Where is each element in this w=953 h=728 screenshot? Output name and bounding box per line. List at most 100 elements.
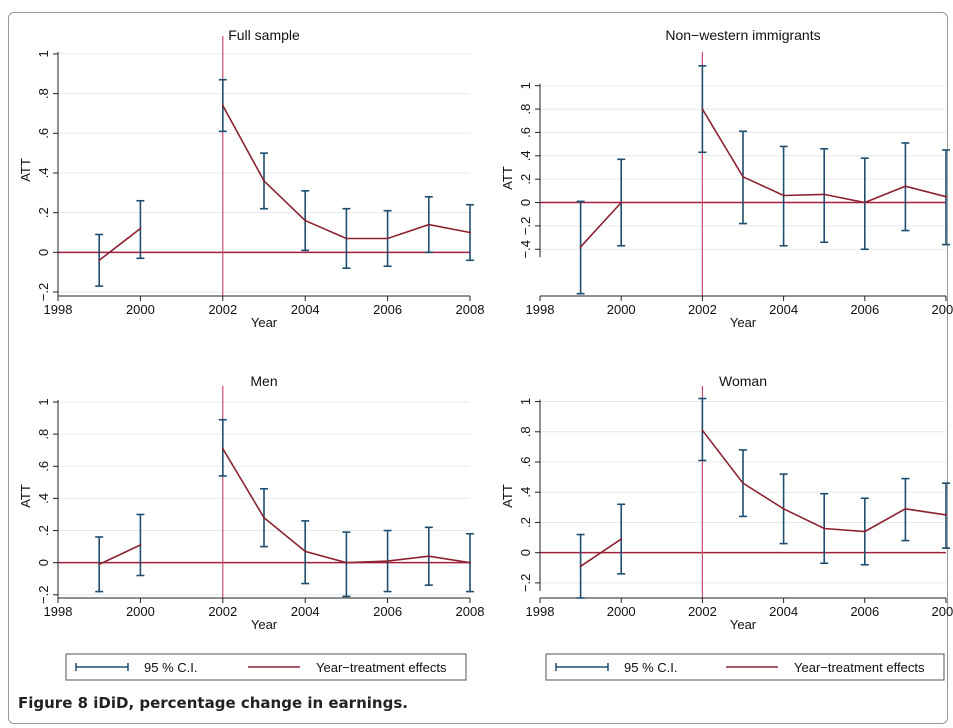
x-tick-label: 2004 xyxy=(291,604,320,619)
x-axis-label: Year xyxy=(730,617,757,632)
y-tick-label: .2 xyxy=(518,517,533,528)
x-tick-label: 2004 xyxy=(291,302,320,317)
effect-point xyxy=(742,482,744,485)
effect-point xyxy=(742,175,744,178)
y-tick-label: .6 xyxy=(36,461,51,472)
y-tick-label: −.4 xyxy=(518,240,533,258)
x-axis-label: Year xyxy=(730,315,757,330)
effect-line-pre xyxy=(580,201,622,248)
x-tick-label: 1998 xyxy=(526,302,555,317)
y-axis-label: ATT xyxy=(18,484,33,508)
x-tick-label: 1998 xyxy=(44,302,73,317)
effect-line-pre xyxy=(98,227,141,261)
effect-point xyxy=(304,219,307,222)
y-tick-label: 1 xyxy=(36,50,51,57)
effect-point xyxy=(98,259,101,262)
y-axis-label: ATT xyxy=(18,158,33,182)
y-tick-label: .4 xyxy=(518,150,533,161)
effect-point xyxy=(701,429,704,432)
effect-point xyxy=(823,193,826,196)
effect-point xyxy=(221,104,224,107)
effect-point xyxy=(386,237,389,240)
x-tick-label: 2008 xyxy=(932,302,953,317)
effect-point xyxy=(345,237,348,240)
panel-title: Non−western immigrants xyxy=(665,27,820,43)
effect-point xyxy=(579,245,582,248)
x-tick-label: 2006 xyxy=(373,604,402,619)
effect-line-pre xyxy=(580,538,622,567)
y-tick-label: .2 xyxy=(518,174,533,185)
x-tick-label: 2002 xyxy=(688,604,717,619)
y-tick-label: .4 xyxy=(36,168,51,179)
effect-point xyxy=(863,530,866,533)
y-tick-label: 1 xyxy=(36,398,51,405)
x-tick-label: 2008 xyxy=(932,604,953,619)
x-axis-label: Year xyxy=(251,315,278,330)
y-tick-label: .4 xyxy=(518,487,533,498)
y-tick-label: 0 xyxy=(36,559,51,566)
y-tick-label: .4 xyxy=(36,493,51,504)
x-tick-label: 2006 xyxy=(850,604,879,619)
effect-point xyxy=(620,538,623,541)
x-tick-label: 2000 xyxy=(607,302,636,317)
effect-point xyxy=(345,561,348,564)
effect-point xyxy=(386,560,389,563)
y-tick-label: 1 xyxy=(518,82,533,89)
legend-ci-label: 95 % C.I. xyxy=(624,660,677,675)
effect-point xyxy=(304,550,307,553)
y-tick-label: .6 xyxy=(518,127,533,138)
x-tick-label: 1998 xyxy=(44,604,73,619)
y-tick-label: .6 xyxy=(36,128,51,139)
panel-title: Men xyxy=(250,373,277,389)
effect-point xyxy=(221,447,224,450)
y-tick-label: 0 xyxy=(518,549,533,556)
effect-point xyxy=(98,563,101,566)
y-tick-label: .8 xyxy=(518,426,533,437)
y-tick-label: 1 xyxy=(518,398,533,405)
y-tick-label: .8 xyxy=(518,104,533,115)
effect-point xyxy=(782,194,785,197)
y-tick-label: .8 xyxy=(36,88,51,99)
effect-point xyxy=(469,561,471,564)
y-tick-label: −.2 xyxy=(36,586,51,604)
y-tick-label: .2 xyxy=(36,207,51,218)
panel-title: Woman xyxy=(719,373,767,389)
legend-effect-label: Year−treatment effects xyxy=(316,660,447,675)
x-tick-label: 2008 xyxy=(456,302,485,317)
effect-point xyxy=(579,565,582,568)
panel-title: Full sample xyxy=(228,27,300,43)
effect-point xyxy=(263,516,265,519)
x-tick-label: 2002 xyxy=(688,302,717,317)
panel-woman: Woman −.2 0 .2 .4 .6 .8 1 1998 2000 2002 2004 2006 20… xyxy=(500,373,953,632)
effect-point xyxy=(945,513,947,516)
legend-left: 95 % C.I. Year−treatment effects xyxy=(65,653,467,681)
effect-point xyxy=(139,543,142,546)
x-axis-label: Year xyxy=(251,617,278,632)
x-tick-label: 2000 xyxy=(126,604,155,619)
effect-point xyxy=(904,507,907,510)
y-tick-label: 0 xyxy=(36,249,51,256)
effect-point xyxy=(904,185,907,188)
x-tick-label: 2006 xyxy=(373,302,402,317)
x-tick-label: 2002 xyxy=(208,604,237,619)
panel-men: Men −.2 0 .2 .4 .6 .8 1 1998 2000 2002 2004 2006 2008… xyxy=(18,373,484,632)
x-tick-label: 2000 xyxy=(126,302,155,317)
effect-point xyxy=(782,507,785,510)
x-tick-label: 2000 xyxy=(607,604,636,619)
figure-frame xyxy=(8,12,948,724)
effect-point xyxy=(263,179,265,182)
legend-ci-label: 95 % C.I. xyxy=(144,660,197,675)
x-tick-label: 2004 xyxy=(769,302,798,317)
effect-point xyxy=(701,108,704,111)
legend-right: 95 % C.I. Year−treatment effects xyxy=(545,653,945,681)
legend-effect-label: Year−treatment effects xyxy=(794,660,925,675)
y-tick-label: .6 xyxy=(518,457,533,468)
effect-point xyxy=(863,201,866,204)
x-tick-label: 2008 xyxy=(456,604,485,619)
figure-caption: Figure 8 iDiD, percentage change in earn… xyxy=(18,694,408,712)
y-tick-label: .2 xyxy=(36,525,51,536)
y-axis-label: ATT xyxy=(500,166,515,190)
y-tick-label: −.2 xyxy=(518,217,533,235)
y-tick-label: −.2 xyxy=(36,283,51,301)
